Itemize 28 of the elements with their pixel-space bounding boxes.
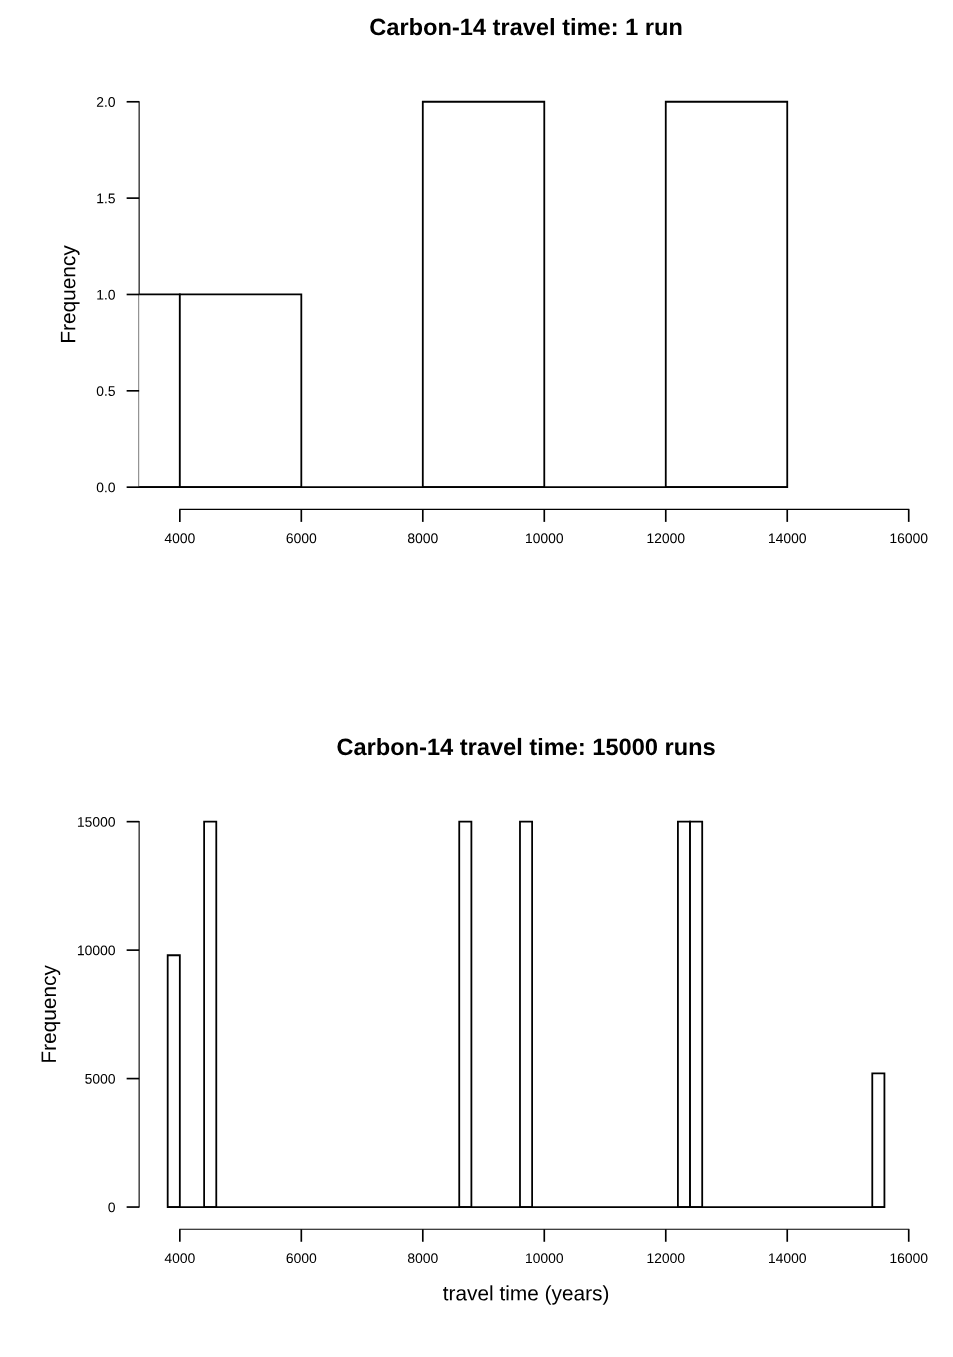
x-tick-label: 6000 [286,1253,317,1264]
chart-title: Carbon-14 travel time: 15000 runs [337,737,715,756]
y-axis-title: Frequency [60,245,80,342]
y-tick-label: 2.0 [96,97,115,107]
x-tick-label: 14000 [768,1253,807,1264]
x-tick-label: 12000 [647,1253,685,1264]
x-tick-label: 8000 [407,1253,438,1264]
y-tick-label: 0 [108,1202,115,1213]
y-tick-label: 15000 [77,817,115,827]
x-tick-label: 4000 [164,1253,195,1264]
y-tick-label: 5000 [85,1073,115,1084]
y-tick-label: 1.5 [97,193,115,204]
x-tick-label: 10000 [526,1253,564,1264]
x-tick-label: 6000 [286,533,317,544]
x-tick-label: 16000 [890,533,928,544]
y-tick-label: 0.5 [96,386,115,396]
x-tick-label: 4000 [164,533,195,544]
y-axis-title: Frequency [41,965,61,1062]
x-tick-label: 16000 [890,1253,928,1264]
x-tick-label: 14000 [768,533,807,544]
x-axis-title: travel time (years) [443,1285,609,1305]
x-tick-label: 12000 [647,533,685,544]
chart-title: Carbon-14 travel time: 1 run [370,18,682,36]
y-tick-label: 10000 [77,945,115,956]
y-tick-label: 1.0 [97,289,115,300]
y-tick-label: 0.0 [96,482,115,493]
x-tick-label: 10000 [526,533,564,544]
x-tick-label: 8000 [407,533,438,544]
